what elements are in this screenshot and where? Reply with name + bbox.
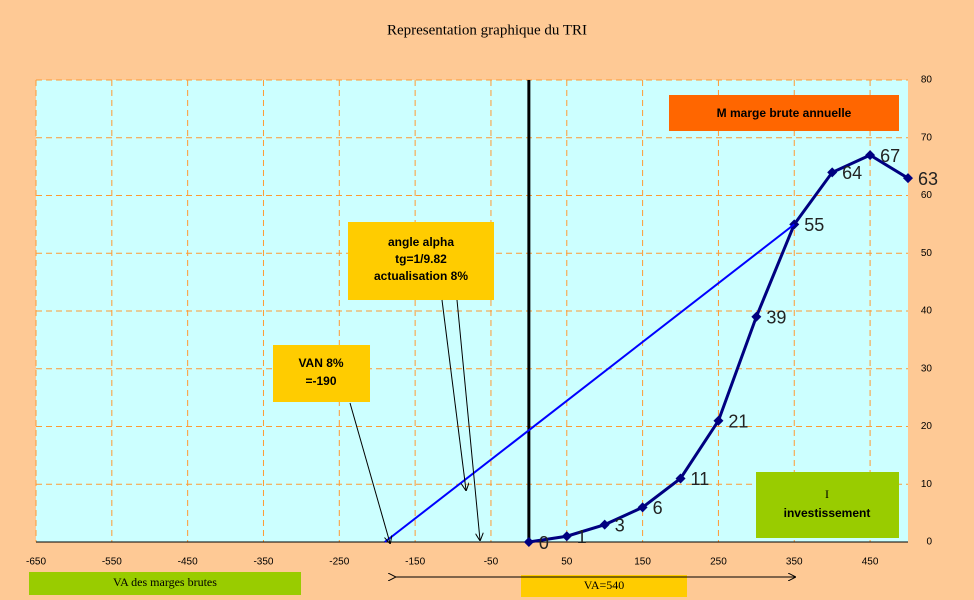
data-label: 67 bbox=[880, 146, 900, 166]
y-tick-label: 60 bbox=[921, 190, 933, 201]
marker bbox=[713, 415, 724, 426]
arrow bbox=[441, 299, 466, 490]
marker bbox=[675, 473, 686, 484]
marker bbox=[523, 537, 534, 547]
marker bbox=[637, 502, 648, 513]
x-tick-label: -650 bbox=[26, 557, 46, 568]
data-label: 3 bbox=[615, 515, 625, 535]
y-tick-label: 70 bbox=[921, 132, 933, 143]
marker bbox=[903, 173, 913, 184]
annotation: VA=540 bbox=[584, 578, 625, 592]
x-tick-label: -150 bbox=[405, 557, 425, 568]
annotation-box bbox=[669, 95, 899, 131]
annotation-box bbox=[273, 345, 370, 402]
y-tick-label: 0 bbox=[926, 537, 932, 548]
x-tick-label: -250 bbox=[329, 557, 349, 568]
data-label: 0 bbox=[539, 533, 549, 553]
marker bbox=[751, 311, 762, 322]
y-tick-label: 40 bbox=[921, 306, 933, 317]
marker bbox=[599, 519, 610, 530]
annotation: investissement bbox=[784, 506, 871, 520]
data-label: 64 bbox=[842, 163, 862, 183]
x-tick-label: -50 bbox=[484, 557, 499, 568]
x-tick-label: 250 bbox=[710, 557, 727, 568]
y-tick-label: 80 bbox=[921, 75, 933, 86]
data-label: 6 bbox=[653, 498, 663, 518]
annotation: M marge brute annuelle bbox=[717, 106, 852, 120]
annotation: angle alpha bbox=[388, 235, 454, 249]
series-line bbox=[384, 223, 795, 543]
marker bbox=[865, 150, 876, 161]
x-tick-label: -450 bbox=[178, 557, 198, 568]
marker bbox=[827, 167, 838, 178]
y-tick-label: 20 bbox=[921, 421, 933, 432]
y-tick-label: 50 bbox=[921, 248, 933, 259]
x-tick-label: 150 bbox=[634, 557, 651, 568]
annotation: tg=1/9.82 bbox=[395, 252, 447, 266]
annotation: actualisation 8% bbox=[374, 269, 468, 283]
annotation-box bbox=[348, 222, 494, 300]
annotation: I bbox=[825, 487, 829, 501]
data-label: 55 bbox=[804, 215, 824, 235]
data-label: 63 bbox=[918, 169, 938, 189]
annotation: =-190 bbox=[305, 374, 336, 388]
annotation-box bbox=[756, 472, 899, 538]
y-tick-label: 10 bbox=[921, 479, 933, 490]
data-label: 21 bbox=[728, 411, 748, 431]
arrow bbox=[456, 299, 480, 540]
x-tick-label: 350 bbox=[786, 557, 803, 568]
chart-title: Representation graphique du TRI bbox=[387, 22, 587, 38]
annotation: VA des marges brutes bbox=[113, 575, 217, 589]
x-tick-label: 50 bbox=[561, 557, 573, 568]
x-tick-label: -350 bbox=[253, 557, 273, 568]
annotation-box bbox=[29, 572, 301, 595]
marker bbox=[561, 531, 572, 542]
data-label: 39 bbox=[766, 308, 786, 328]
y-tick-label: 30 bbox=[921, 363, 933, 374]
arrow bbox=[349, 402, 390, 543]
data-label: 11 bbox=[691, 469, 710, 489]
x-tick-label: -550 bbox=[102, 557, 122, 568]
annotation: VAN 8% bbox=[298, 356, 343, 370]
data-label: 1 bbox=[577, 527, 587, 547]
x-tick-label: 450 bbox=[862, 557, 879, 568]
